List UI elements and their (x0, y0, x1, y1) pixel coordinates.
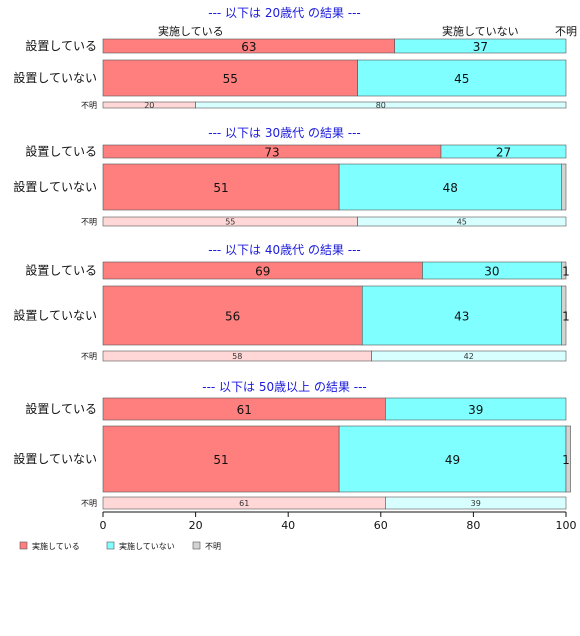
segment-label: 80 (376, 101, 386, 110)
segment-label: 58 (232, 352, 242, 361)
row-label: 設置していない (13, 179, 97, 194)
segment-label: 27 (496, 146, 511, 160)
segment-label: 43 (454, 310, 469, 324)
segment-label: 1 (562, 265, 570, 279)
segment-label: 42 (464, 352, 474, 361)
row-label: 設置している (25, 38, 97, 53)
row-label: 不明 (81, 499, 97, 508)
bar-segment (561, 261, 567, 280)
legend-label: 実施している (32, 541, 80, 551)
bar-segment (338, 425, 567, 493)
bar-segment (561, 163, 567, 211)
bar-segment (102, 59, 358, 97)
x-tick-label: 0 (100, 519, 107, 532)
bar-segment (338, 163, 562, 211)
group-title: --- 以下は 30歳代 の結果 --- (208, 126, 361, 140)
bar-segment (565, 425, 571, 493)
segment-label: 55 (225, 218, 235, 227)
group-title: --- 以下は 20歳代 の結果 --- (208, 6, 361, 20)
group-title: --- 以下は 50歳以上 の結果 --- (202, 380, 367, 394)
bar-segment (371, 350, 567, 362)
x-tick-label: 80 (466, 519, 480, 532)
row-label: 設置していない (13, 451, 97, 466)
column-label: 実施している (158, 24, 224, 38)
segment-label: 51 (213, 181, 228, 195)
legend-swatch (19, 541, 28, 550)
segment-label: 20 (144, 101, 154, 110)
row-label: 不明 (81, 218, 97, 227)
bar-segment (361, 285, 562, 346)
bar-segment (357, 216, 567, 227)
bar-segment (195, 101, 567, 109)
segment-label: 56 (225, 310, 240, 324)
row-label: 不明 (81, 352, 97, 361)
bar-segment (102, 285, 363, 346)
legend-label: 不明 (205, 542, 221, 551)
bar-segment (385, 397, 567, 421)
row-label: 設置している (25, 144, 97, 159)
x-tick-label: 40 (281, 519, 295, 532)
segment-label: 1 (562, 453, 570, 467)
x-tick-label: 20 (189, 519, 203, 532)
row-label: 設置していない (13, 308, 97, 323)
legend-label: 実施していない (119, 541, 175, 551)
row-label: 設置している (25, 401, 97, 416)
bar-segment (440, 144, 567, 159)
bar-segment (385, 496, 567, 510)
bar-segment (102, 163, 340, 211)
bar-segment (561, 285, 567, 346)
segment-label: 63 (241, 40, 256, 54)
bar-segment (394, 38, 567, 54)
bar-segment (357, 59, 567, 97)
segment-label: 55 (223, 72, 238, 86)
column-label: 実施していない (442, 24, 519, 38)
bar-segment (102, 425, 340, 493)
segment-label: 61 (237, 403, 252, 417)
segment-label: 51 (213, 453, 228, 467)
segment-label: 48 (443, 181, 458, 195)
segment-label: 37 (473, 40, 488, 54)
segment-label: 61 (239, 499, 249, 508)
column-label: 不明 (555, 25, 577, 38)
group-title: --- 以下は 40歳代 の結果 --- (208, 243, 361, 257)
segment-label: 1 (562, 310, 570, 324)
row-label: 不明 (81, 101, 97, 110)
x-tick-label: 100 (556, 519, 577, 532)
legend-swatch (106, 541, 115, 550)
segment-label: 39 (471, 499, 481, 508)
legend-swatch (192, 541, 201, 550)
segment-label: 73 (264, 146, 279, 160)
segment-label: 30 (484, 265, 499, 279)
segment-label: 49 (445, 453, 460, 467)
segment-label: 45 (457, 218, 467, 227)
row-label: 設置している (25, 263, 97, 278)
segment-label: 45 (454, 72, 469, 86)
x-tick-label: 60 (374, 519, 388, 532)
segment-label: 69 (255, 265, 270, 279)
segment-label: 39 (468, 403, 483, 417)
row-label: 設置していない (13, 70, 97, 85)
